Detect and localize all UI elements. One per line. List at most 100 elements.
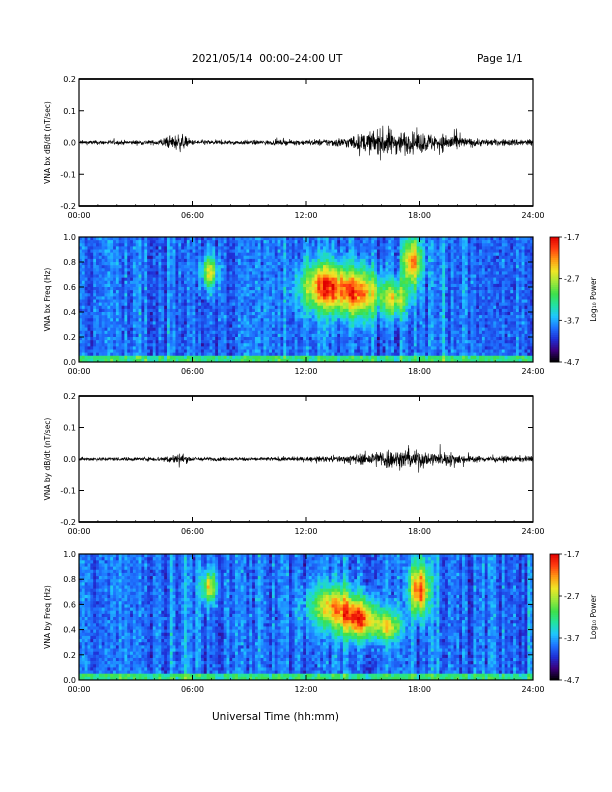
spectrogram-cell (393, 287, 398, 291)
spectrogram-cell (405, 299, 409, 303)
spectrogram-cell (158, 268, 162, 272)
spectrogram-cell (385, 252, 389, 257)
spectrogram-cell (149, 271, 154, 275)
spectrogram-cell (306, 333, 310, 338)
spectrogram-cell (334, 305, 338, 310)
spectrogram-cell (254, 308, 259, 313)
spectrogram-cell (166, 321, 171, 325)
spectrogram-cell (280, 358, 284, 363)
spectrogram-cell (291, 280, 295, 285)
spectrogram-cell (192, 293, 196, 297)
spectrogram-cell (130, 268, 134, 272)
spectrogram-cell (379, 252, 383, 257)
spectrogram-cell (283, 358, 287, 363)
spectrogram-cell (300, 343, 304, 347)
spectrogram-cell (212, 327, 216, 332)
spectrogram-cell (399, 277, 403, 282)
spectrogram-cell (124, 327, 128, 332)
spectrogram-cell (232, 274, 236, 278)
spectrogram-cell (166, 280, 171, 285)
spectrogram-cell (218, 274, 222, 278)
spectrogram-cell (135, 346, 139, 350)
spectrogram-cell (113, 258, 117, 263)
spectrogram-cell (81, 321, 85, 325)
spectrogram-cell (192, 343, 196, 347)
spectrogram-cell (84, 358, 88, 363)
spectrogram-cell (311, 271, 315, 275)
spectrogram-cell (354, 287, 358, 291)
spectrogram-cell (218, 321, 222, 325)
spectrogram-cell (291, 346, 295, 350)
spectrogram-cell (203, 340, 207, 344)
spectrogram-cell (186, 252, 190, 257)
spectrogram-cell (410, 283, 415, 288)
spectrogram-cell (257, 352, 261, 357)
spectrogram-cell (300, 305, 304, 310)
spectrogram-cell (283, 302, 287, 307)
spectrogram-cell (416, 355, 420, 360)
spectrogram-cell (280, 349, 284, 353)
spectrogram-cell (201, 308, 205, 313)
spectrogram-cell (110, 277, 114, 282)
spectrogram-cell (115, 271, 120, 275)
spectrogram-cell (286, 255, 290, 260)
spectrogram-cell (107, 258, 111, 263)
spectrogram-cell (297, 277, 301, 282)
spectrogram-cell (323, 283, 327, 288)
spectrogram-cell (271, 258, 276, 263)
spectrogram-cell (79, 274, 83, 278)
spectrogram-cell (130, 327, 134, 332)
spectrogram-cell (158, 258, 162, 263)
spectrogram-cell (237, 327, 242, 332)
spectrogram-cell (155, 299, 159, 303)
spectrogram-cell (87, 240, 91, 244)
spectrogram-cell (132, 243, 137, 247)
spectrogram-cell (306, 240, 310, 244)
spectrogram-cell (158, 352, 162, 357)
spectrogram-cell (81, 352, 85, 357)
spectrogram-cell (215, 343, 219, 347)
spectrogram-cell (291, 305, 295, 310)
spectrogram-cell (192, 265, 196, 269)
spectrogram-cell (192, 321, 196, 325)
spectrogram-cell (118, 271, 122, 275)
spectrogram-cell (169, 249, 173, 253)
spectrogram-cell (175, 343, 179, 347)
spectrogram-cell (124, 315, 128, 319)
spectrogram-cell (263, 315, 267, 319)
spectrogram-cell (189, 240, 193, 244)
spectrogram-cell (81, 340, 85, 344)
spectrogram-cell (240, 240, 244, 244)
spectrogram-cell (425, 280, 429, 285)
spectrogram-cell (314, 330, 318, 335)
spectrogram-cell (115, 258, 120, 263)
spectrogram-cell (124, 337, 128, 341)
spectrogram-cell (90, 324, 94, 328)
spectrogram-cell (209, 255, 213, 260)
spectrogram-cell (374, 252, 378, 257)
spectrogram-cell (294, 321, 298, 325)
spectrogram-cell (90, 243, 94, 247)
spectrogram-cell (246, 296, 250, 300)
spectrogram-cell (399, 237, 403, 241)
spectrogram-cell (342, 258, 347, 263)
spectrogram-cell (243, 290, 247, 294)
spectrogram-cell (229, 296, 233, 300)
spectrogram-cell (158, 312, 162, 316)
spectrogram-cell (175, 271, 179, 275)
spectrogram-cell (365, 324, 369, 328)
spectrogram-cell (152, 358, 156, 363)
spectrogram-cell (425, 330, 429, 335)
spectrogram-cell (393, 274, 398, 278)
spectrogram-cell (413, 290, 417, 294)
spectrogram-cell (215, 243, 219, 247)
spectrogram-cell (223, 268, 227, 272)
spectrogram-cell (393, 293, 398, 297)
spectrogram-cell (101, 324, 105, 328)
spectrogram-cell (334, 268, 338, 272)
spectrogram-cell (229, 255, 233, 260)
spectrogram-cell (402, 290, 406, 294)
spectrogram-cell (98, 343, 102, 347)
spectrogram-cell (237, 330, 242, 335)
spectrogram-cell (206, 346, 210, 350)
